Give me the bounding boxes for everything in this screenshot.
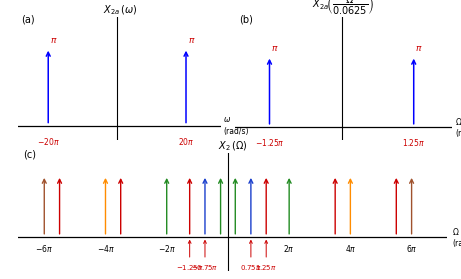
Text: $2\pi$: $2\pi$ (284, 243, 295, 254)
Title: $X_2\,(\Omega)$: $X_2\,(\Omega)$ (218, 140, 248, 153)
Text: $-1.25\pi$: $-1.25\pi$ (254, 137, 284, 148)
Text: $\pi$: $\pi$ (415, 44, 423, 53)
Text: $1.25\pi$: $1.25\pi$ (255, 240, 277, 272)
Text: $0.75\pi$: $0.75\pi$ (240, 240, 261, 272)
Text: $20\pi$: $20\pi$ (178, 136, 194, 147)
Text: $-6\pi$: $-6\pi$ (35, 243, 53, 254)
Title: $X_{2a}\,(\omega)$: $X_{2a}\,(\omega)$ (103, 3, 137, 17)
Text: $\pi$: $\pi$ (50, 36, 58, 45)
Text: $-4\pi$: $-4\pi$ (96, 243, 114, 254)
Text: $\omega$
(rad/s): $\omega$ (rad/s) (224, 116, 249, 136)
Text: $\Omega$
(rad): $\Omega$ (rad) (455, 116, 461, 138)
Text: $-2\pi$: $-2\pi$ (158, 243, 176, 254)
Text: $\pi$: $\pi$ (271, 44, 278, 53)
Text: $\Omega$
(rad): $\Omega$ (rad) (452, 226, 461, 248)
Text: (c): (c) (24, 150, 36, 160)
Text: $4\pi$: $4\pi$ (345, 243, 356, 254)
Title: $X_{2a}\!\left(\dfrac{\Omega}{0.0625}\right)$: $X_{2a}\!\left(\dfrac{\Omega}{0.0625}\ri… (313, 0, 374, 17)
Text: $-0.75\pi$: $-0.75\pi$ (191, 240, 219, 272)
Text: $\pi$: $\pi$ (188, 36, 196, 45)
Text: (b): (b) (239, 15, 253, 25)
Text: $-20\pi$: $-20\pi$ (37, 136, 59, 147)
Text: (a): (a) (21, 15, 34, 25)
Text: $6\pi$: $6\pi$ (406, 243, 417, 254)
Text: $1.25\pi$: $1.25\pi$ (402, 137, 426, 148)
Text: $-1.25\pi$: $-1.25\pi$ (176, 240, 203, 272)
